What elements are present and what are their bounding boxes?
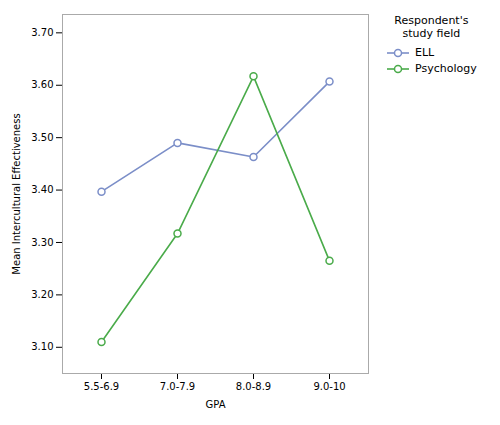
- svg-text:5.5-6.9: 5.5-6.9: [84, 381, 119, 392]
- svg-text:3.30: 3.30: [31, 237, 53, 248]
- svg-text:8.0-8.9: 8.0-8.9: [236, 381, 271, 392]
- svg-text:9.0-10: 9.0-10: [313, 381, 345, 392]
- svg-text:3.10: 3.10: [31, 341, 53, 352]
- svg-text:3.50: 3.50: [31, 132, 53, 143]
- html-text:ELL: ELL: [415, 46, 435, 59]
- svg-text:3.20: 3.20: [31, 289, 53, 300]
- html-text:Psychology: Psychology: [415, 62, 477, 75]
- svg-text:7.0-7.9: 7.0-7.9: [160, 381, 195, 392]
- svg-text:GPA: GPA: [206, 399, 226, 410]
- svg-text:Mean Intercultural Effectivene: Mean Intercultural Effectiveness: [11, 113, 22, 274]
- svg-text:3.40: 3.40: [31, 184, 53, 195]
- svg-text:3.60: 3.60: [31, 79, 53, 90]
- html-text:Respondent's study field: Respondent's study field: [394, 14, 469, 40]
- svg-text:3.70: 3.70: [31, 27, 53, 38]
